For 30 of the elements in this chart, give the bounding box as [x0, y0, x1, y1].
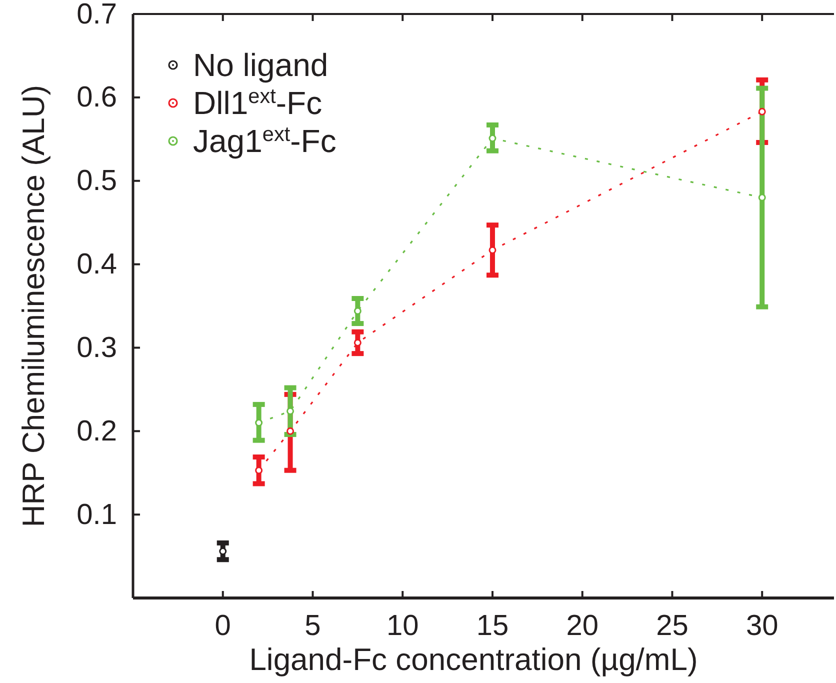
- point: [354, 338, 362, 346]
- y-tick-label: 0.3: [76, 332, 117, 364]
- x-tick-label: 25: [656, 610, 688, 642]
- point: [354, 307, 362, 315]
- point: [286, 427, 294, 435]
- point: [488, 246, 496, 254]
- y-tick-label: 0.1: [76, 498, 117, 531]
- point: [758, 194, 766, 202]
- y-axis-title: HRP Chemiluminescence (ALU): [16, 84, 51, 528]
- y-tick-label: 0.7: [76, 0, 117, 30]
- point: [758, 108, 766, 116]
- x-axis-title: Ligand-Fc concentration (µg/mL): [249, 642, 698, 677]
- point: [255, 419, 263, 427]
- x-tick-label: 5: [304, 610, 321, 642]
- legend-label: No ligand: [193, 47, 328, 83]
- y-tick-label: 0.5: [76, 165, 117, 198]
- legend-label: Jag1$^{ext}$-Fc: [193, 122, 336, 159]
- y-tick-label: 0.6: [76, 82, 117, 114]
- x-tick-label: 10: [386, 610, 419, 642]
- point: [219, 548, 227, 556]
- y-tick-label: 0.2: [76, 415, 117, 448]
- x-tick-label: 20: [566, 610, 598, 642]
- legend-label: Dll1$^{ext}$-Fc: [193, 84, 322, 121]
- x-tick-label: 0: [214, 610, 231, 642]
- y-tick-label: 0.4: [76, 248, 117, 281]
- point: [255, 466, 263, 474]
- point: [286, 407, 294, 415]
- point: [488, 134, 496, 142]
- x-tick-label: 30: [746, 610, 778, 642]
- x-tick-label: 15: [476, 610, 509, 642]
